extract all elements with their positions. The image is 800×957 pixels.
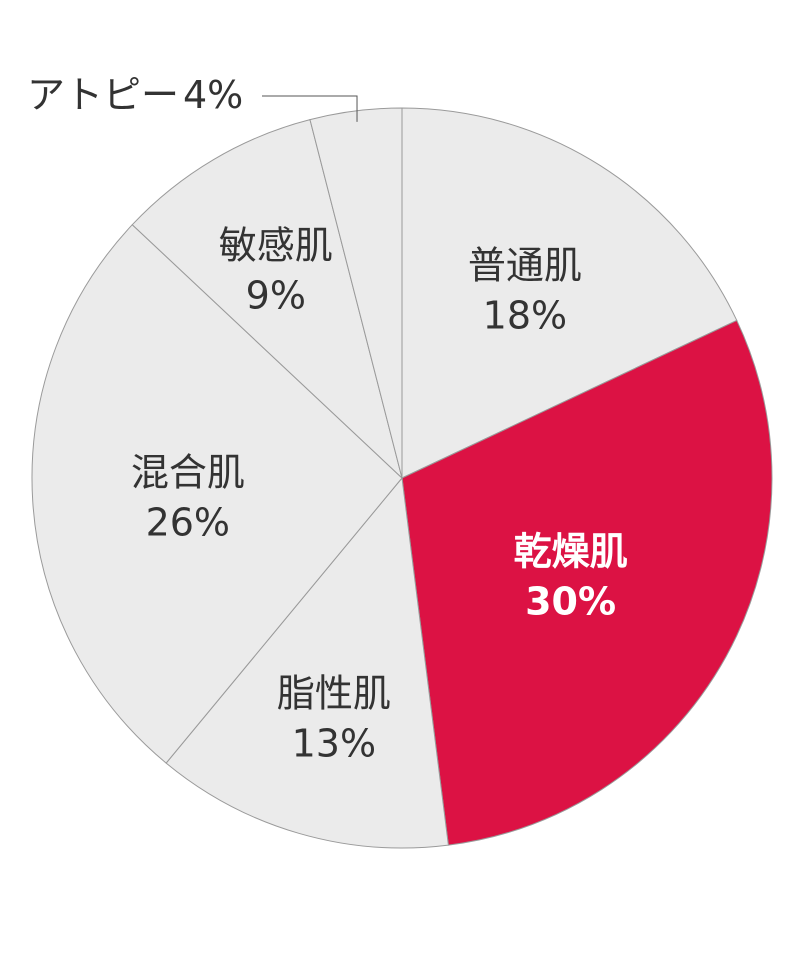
pie-slice-normal [401, 107, 738, 479]
slice-label-oily: 脂性肌 [277, 672, 391, 716]
slice-label-sensitive: 敏感肌 [219, 224, 333, 268]
slice-label-normal: 普通肌 [468, 243, 582, 287]
slice-value-atopy: 4% [183, 73, 243, 117]
pie-slice-sensitive [131, 119, 403, 480]
slice-value-combination: 26% [146, 500, 230, 544]
slice-value-dry: 30% [525, 580, 616, 624]
slice-label-atopy: アトピー [27, 73, 179, 117]
pie-slice-dry [401, 319, 773, 846]
slice-label-dry: 乾燥肌 [514, 530, 628, 574]
pie-slice-oily [165, 476, 449, 849]
slice-value-oily: 13% [292, 722, 376, 766]
slice-value-normal: 18% [483, 293, 567, 337]
slice-label-combination: 混合肌 [131, 450, 245, 494]
callout-leader-line-atopy [262, 95, 358, 122]
slice-value-sensitive: 9% [246, 274, 306, 318]
pie-slice-combination [31, 224, 403, 764]
pie-slice-atopy [309, 107, 403, 479]
